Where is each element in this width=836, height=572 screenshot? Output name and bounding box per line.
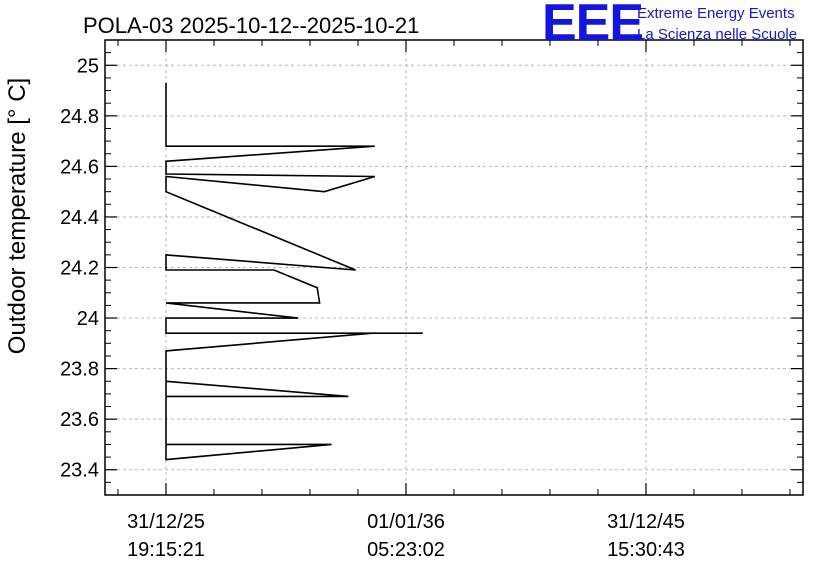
logo-mark: EEE	[542, 0, 643, 52]
x-tick-date-label: 31/12/45	[607, 511, 685, 533]
logo-line-2: La Scienza nelle Scuole	[637, 26, 797, 43]
chart-title: POLA-03 2025-10-12--2025-10-21	[83, 13, 419, 38]
x-tick-date-label: 31/12/25	[127, 511, 205, 533]
x-tick-time-label: 15:30:43	[607, 539, 685, 561]
y-axis-label: Outdoor temperature [° C]	[4, 78, 31, 354]
x-axis: 31/12/25 19:15:21 01/01/36 05:23:02 31/12/45…	[117, 40, 791, 561]
x-tick-time-label: 19:15:21	[127, 539, 205, 561]
logo-line-1: Extreme Energy Events	[637, 5, 795, 22]
temperature-series-line	[165, 83, 423, 461]
data-series	[165, 83, 423, 461]
y-tick-label: 23.6	[60, 409, 99, 431]
y-tick-label: 24.8	[60, 106, 99, 128]
x-tick-time-label: 05:23:02	[367, 539, 445, 561]
y-axis: 23.4 23.6 23.8 24 24.2 24.4 24.6 24.8 25	[60, 52, 803, 483]
y-tick-label: 24.6	[60, 156, 99, 178]
plot-frame	[104, 39, 804, 496]
y-tick-label: 23.8	[60, 359, 99, 381]
y-tick-label: 23.4	[60, 460, 99, 482]
y-tick-label: 24.4	[60, 207, 99, 229]
y-tick-label: 24.2	[60, 258, 99, 280]
y-tick-label: 24	[77, 308, 99, 330]
x-tick-date-label: 01/01/36	[367, 511, 445, 533]
y-tick-label: 25	[77, 55, 99, 77]
eee-logo: EEE Extreme Energy Events La Scienza nel…	[542, 0, 797, 52]
